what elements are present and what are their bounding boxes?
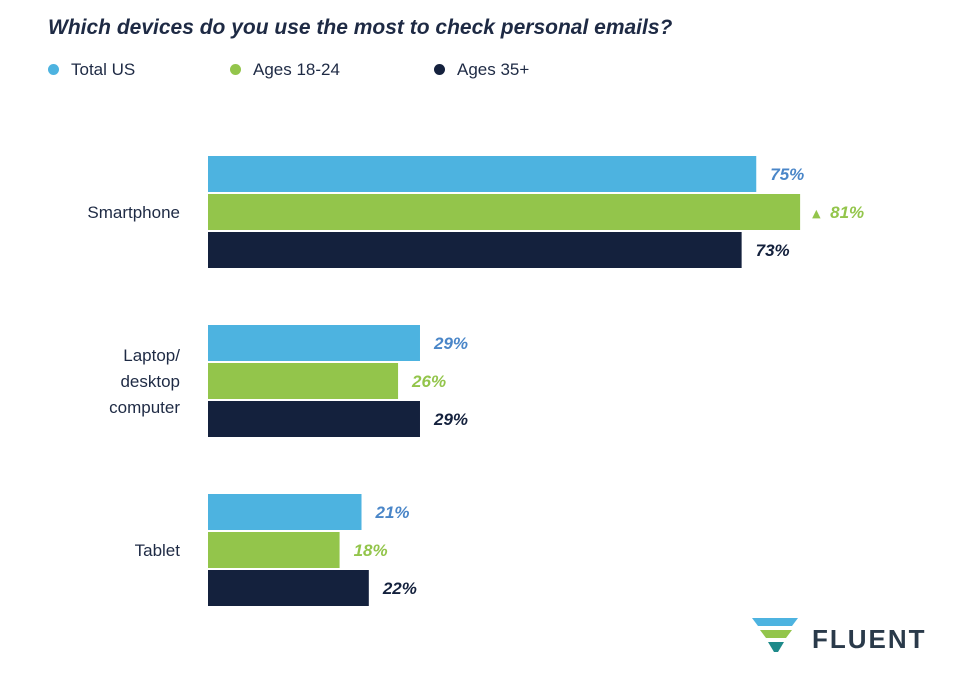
data-label: 29% <box>433 410 468 429</box>
fluent-logo-icon <box>752 618 798 652</box>
legend-item-ages-18-24: Ages 18-24 <box>230 60 340 80</box>
bar <box>208 325 420 361</box>
bar <box>208 194 801 230</box>
data-label: 73% <box>756 241 790 260</box>
legend-swatch <box>434 64 445 76</box>
bar <box>208 156 757 192</box>
legend-item-ages-35-plus: Ages 35+ <box>434 60 529 80</box>
category-label: Laptop/desktop computer <box>109 346 180 417</box>
legend-item-total-us: Total US <box>48 60 135 80</box>
category-label: Smartphone <box>87 203 180 222</box>
data-label: 75% <box>770 165 804 184</box>
brand-name: FLUENT <box>812 623 927 654</box>
data-label: 22% <box>382 579 417 598</box>
bar <box>208 494 362 530</box>
bar <box>208 570 369 606</box>
legend-swatch <box>48 64 59 76</box>
bar <box>208 401 420 437</box>
legend-label: Ages 35+ <box>457 60 530 79</box>
up-triangle-icon: ▲ <box>812 207 821 220</box>
chart-title: Which devices do you use the most to che… <box>48 16 673 39</box>
data-label: 26% <box>411 372 446 391</box>
brand-logo: FLUENT <box>752 618 927 660</box>
bar <box>208 532 340 568</box>
data-label: 18% <box>354 541 388 560</box>
data-label: 29% <box>433 334 468 353</box>
data-label: 81% <box>830 203 864 222</box>
legend-label: Ages 18-24 <box>253 60 340 79</box>
bar <box>208 363 399 399</box>
bar <box>208 232 742 268</box>
category-label: Tablet <box>135 541 181 560</box>
legend-swatch <box>230 64 241 76</box>
legend-label: Total US <box>71 60 136 79</box>
data-label: 21% <box>375 503 410 522</box>
